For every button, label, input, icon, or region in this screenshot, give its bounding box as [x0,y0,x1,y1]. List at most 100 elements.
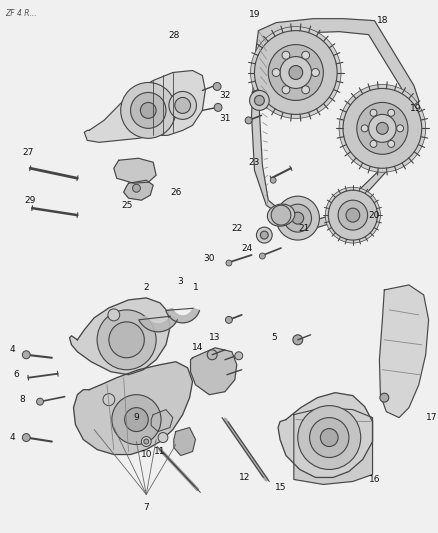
Circle shape [257,227,272,243]
Circle shape [245,117,252,124]
Circle shape [370,140,377,148]
Text: 25: 25 [121,200,132,209]
Circle shape [328,190,378,240]
Polygon shape [84,70,205,142]
Circle shape [144,439,149,444]
Text: 4: 4 [10,433,15,442]
Circle shape [276,196,319,240]
Text: 10: 10 [141,450,152,459]
Circle shape [268,45,323,100]
Circle shape [226,260,232,266]
Circle shape [369,115,396,142]
Text: 29: 29 [25,196,36,205]
Text: 26: 26 [170,188,181,197]
Text: 1: 1 [193,284,198,293]
Text: 8: 8 [19,395,25,404]
Circle shape [357,102,408,154]
Circle shape [270,177,276,183]
Text: 20: 20 [369,211,380,220]
Text: 16: 16 [369,475,380,484]
Circle shape [343,88,422,168]
Circle shape [259,253,265,259]
Polygon shape [74,362,193,455]
Polygon shape [191,348,237,394]
Text: 9: 9 [134,413,139,422]
Text: 17: 17 [426,413,437,422]
Circle shape [141,102,156,118]
Polygon shape [114,158,156,183]
Circle shape [22,351,30,359]
Circle shape [169,92,197,119]
Circle shape [133,184,141,192]
Circle shape [214,103,222,111]
Polygon shape [251,19,419,228]
Circle shape [284,204,311,232]
Circle shape [338,200,367,230]
Polygon shape [139,316,177,332]
Text: 23: 23 [249,158,260,167]
Circle shape [131,92,166,128]
Text: 3: 3 [177,278,183,286]
Ellipse shape [267,204,295,226]
Circle shape [370,109,377,116]
Text: 19: 19 [249,10,260,19]
Polygon shape [166,308,200,323]
Polygon shape [70,298,170,375]
Circle shape [37,398,43,405]
Circle shape [141,437,151,447]
Circle shape [158,433,168,442]
Circle shape [97,310,156,370]
Circle shape [280,56,311,88]
Circle shape [121,83,176,139]
Polygon shape [379,285,429,417]
Circle shape [302,51,310,59]
Circle shape [292,212,304,224]
Circle shape [175,98,191,114]
Text: 12: 12 [239,473,251,482]
Circle shape [103,394,115,406]
Text: 13: 13 [209,333,221,342]
Text: 19: 19 [410,104,421,113]
Circle shape [109,322,144,358]
Text: 27: 27 [22,148,34,157]
Circle shape [261,231,268,239]
Circle shape [325,187,381,243]
Circle shape [125,408,148,432]
Polygon shape [174,427,195,456]
Text: 21: 21 [298,224,309,232]
Circle shape [380,393,389,402]
Circle shape [293,335,303,345]
Circle shape [346,208,360,222]
Polygon shape [294,408,373,484]
Circle shape [226,317,232,324]
Circle shape [250,91,269,110]
Text: 31: 31 [219,114,231,123]
Circle shape [22,433,30,441]
Circle shape [207,350,217,360]
Circle shape [339,84,426,172]
Circle shape [388,109,395,116]
Text: 24: 24 [241,244,252,253]
Circle shape [311,69,319,77]
Text: 28: 28 [168,31,180,40]
Circle shape [282,51,290,59]
Text: 4: 4 [10,345,15,354]
Circle shape [112,394,161,445]
Circle shape [282,86,290,94]
Text: 22: 22 [231,224,242,232]
Circle shape [377,123,388,134]
Text: 14: 14 [192,343,203,352]
Circle shape [321,429,338,447]
Text: 18: 18 [377,16,388,25]
Circle shape [272,69,280,77]
Circle shape [213,83,221,91]
Polygon shape [278,393,373,478]
Text: 32: 32 [219,91,231,100]
Text: 15: 15 [276,483,287,492]
Circle shape [388,140,395,148]
Circle shape [310,417,349,457]
Circle shape [302,86,310,94]
Text: 2: 2 [144,284,149,293]
Text: 7: 7 [143,503,149,512]
Circle shape [251,27,341,118]
